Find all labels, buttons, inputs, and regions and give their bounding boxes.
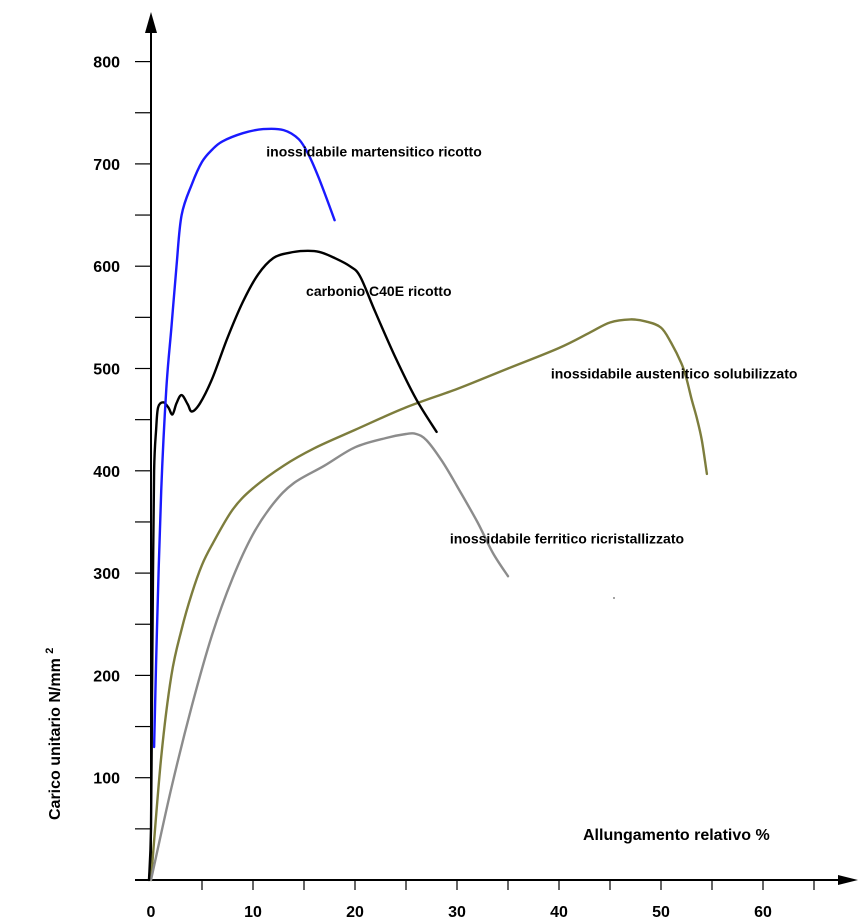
x-tick-label-0: 0 [147, 904, 156, 921]
series-line-0 [152, 127, 336, 749]
y-tick-label-700: 700 [93, 157, 120, 174]
series-annotations: inossidabile martensitico ricotto carboni… [266, 144, 797, 547]
x-tick-label-40: 40 [550, 904, 568, 921]
x-tick-label-30: 30 [448, 904, 466, 921]
series-line-1 [147, 249, 438, 882]
x-axis-arrowhead [838, 875, 858, 885]
x-tick-label-50: 50 [652, 904, 670, 921]
y-minor-ticks [135, 60, 151, 830]
series-annotation-3: inossidabile ferritico ricristallizzato [450, 530, 684, 546]
y-axis-title-group: Carico unitario N/mm 2 [44, 648, 64, 820]
axes [135, 12, 858, 885]
series-line-3 [149, 432, 510, 882]
y-axis-title: Carico unitario N/mm 2 [44, 648, 64, 820]
series-lines [147, 127, 709, 882]
series-annotation-1: carbonio C40E ricotto [306, 283, 451, 299]
x-tick-label-20: 20 [346, 904, 364, 921]
series-annotation-0: inossidabile martensitico ricotto [266, 144, 482, 160]
x-minor-ticks [201, 880, 815, 890]
y-tick-label-300: 300 [93, 566, 120, 583]
x-axis-title: Allungamento relativo % [583, 827, 770, 844]
series-line-2 [149, 318, 709, 882]
series-annotation-2: inossidabile austenitico solubilizzato [551, 366, 798, 382]
x-tick-labels: 0 10 20 30 40 50 60 [147, 904, 772, 921]
stray-dot [613, 597, 615, 599]
x-tick-label-10: 10 [244, 904, 262, 921]
y-tick-label-200: 200 [93, 668, 120, 685]
y-tick-labels: 100 200 300 400 500 600 700 800 [93, 55, 120, 788]
y-tick-label-500: 500 [93, 362, 120, 379]
y-tick-label-100: 100 [93, 771, 120, 788]
y-tick-label-600: 600 [93, 259, 120, 276]
y-axis-title-superscript: 2 [44, 648, 56, 654]
y-tick-label-400: 400 [93, 464, 120, 481]
y-axis-arrowhead [145, 12, 157, 33]
x-tick-label-60: 60 [754, 904, 772, 921]
y-tick-label-800: 800 [93, 55, 120, 72]
y-axis-title-main: Carico unitario N/mm [47, 658, 64, 820]
